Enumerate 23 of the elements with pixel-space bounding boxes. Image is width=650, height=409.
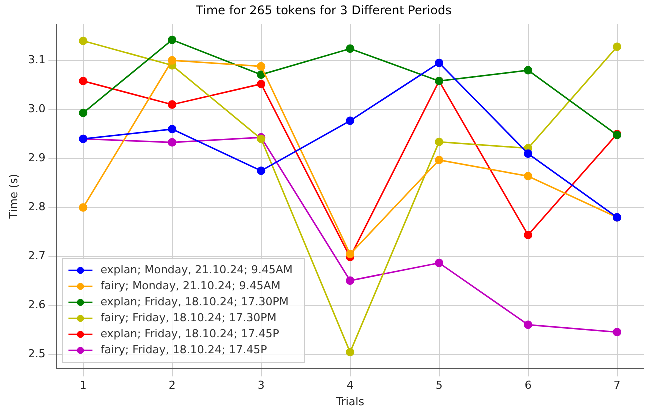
x-tick-label: 5 [436,379,443,392]
y-tick-label: 2.6 [28,298,46,312]
y-tick-label: 2.5 [28,348,46,361]
legend-label: explan; Friday, 18.10.24; 17.45P [100,327,280,340]
x-tick-label: 1 [80,379,87,392]
x-tick-label: 7 [614,379,621,392]
legend-label: fairy; Friday, 18.10.24; 17.45P [100,343,268,356]
legend-label: explan; Monday, 21.10.24; 9.45AM [100,263,293,276]
legend-label: fairy; Monday, 21.10.24; 9.45AM [100,279,281,292]
y-tick-label: 2.9 [28,152,46,165]
x-tick-label: 6 [524,379,532,392]
chart-title: Time for 265 tokens for 3 Different Periods [195,3,452,18]
y-tick-label: 2.8 [28,200,46,214]
y-tick-label: 3.0 [28,102,46,116]
y-tick-label: 2.7 [28,250,46,263]
x-axis-title: Trials [335,395,365,408]
x-tick-label: 2 [168,379,176,392]
legend-label: fairy; Friday, 18.10.24; 17.30PM [100,311,277,324]
y-axis-title: Time (s) [7,174,20,220]
x-tick-label: 3 [258,379,265,392]
legend-label: explan; Friday, 18.10.24; 17.30PM [100,295,289,308]
y-tick-label: 3.1 [28,54,46,67]
x-tick-label: 4 [346,379,354,392]
